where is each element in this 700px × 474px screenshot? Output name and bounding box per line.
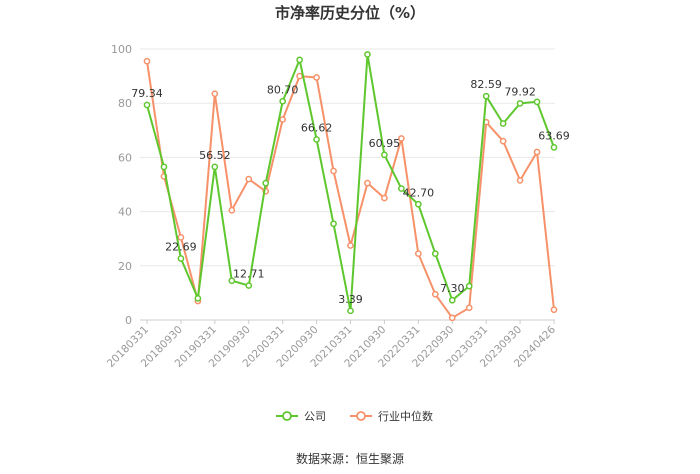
data-point <box>330 220 337 228</box>
data-point <box>499 137 507 145</box>
data-point <box>465 304 473 312</box>
data-point <box>414 200 422 208</box>
y-tick-label: 0 <box>125 314 132 327</box>
data-point <box>381 151 388 159</box>
data-point <box>177 233 185 241</box>
data-point <box>160 163 168 171</box>
data-labels: 79.34 22.69 56.52 12.71 80.70 66.62 3.39 60.95 4… <box>131 78 570 306</box>
data-point <box>381 194 388 202</box>
series-line <box>146 61 555 319</box>
y-axis: 0 20 40 60 80 100 <box>111 43 132 327</box>
data-point <box>398 135 405 142</box>
x-axis: 2018033120180930201903312019093020200331… <box>105 319 558 370</box>
data-label: 3.39 <box>338 293 363 306</box>
data-point <box>465 282 473 290</box>
data-point <box>550 144 558 151</box>
y-tick-label: 80 <box>118 97 132 110</box>
legend-label: 行业中位数 <box>378 409 433 423</box>
data-point <box>533 98 541 106</box>
data-point <box>313 74 320 81</box>
data-point <box>228 277 236 285</box>
data-point <box>347 307 354 315</box>
data-point <box>550 306 558 314</box>
data-label: 22.69 <box>165 241 197 254</box>
data-point <box>194 294 202 302</box>
data-label: 82.59 <box>470 78 502 91</box>
data-point <box>143 101 151 109</box>
legend-marker-icon <box>282 411 292 421</box>
data-point <box>296 72 303 80</box>
data-label: 60.95 <box>369 137 401 150</box>
data-point <box>228 206 236 214</box>
data-point <box>431 290 439 298</box>
data-point <box>482 92 490 100</box>
data-point <box>279 116 287 123</box>
legend[interactable]: 公司 行业中位数 <box>276 409 433 423</box>
data-label: 12.71 <box>233 268 265 281</box>
data-label: 7.30 <box>440 282 465 295</box>
data-point <box>364 51 371 58</box>
data-label: 80.70 <box>267 83 299 96</box>
data-point <box>296 56 303 64</box>
data-label: 63.69 <box>538 129 570 142</box>
data-label: 42.70 <box>403 186 435 199</box>
y-tick-label: 100 <box>111 43 132 56</box>
chart-title: 市净率历史分位（%） <box>274 4 426 22</box>
data-point <box>211 90 219 98</box>
legend-item-company[interactable]: 公司 <box>276 410 326 423</box>
legend-marker-icon <box>356 411 366 421</box>
data-label: 66.62 <box>301 121 333 134</box>
data-point <box>499 120 507 127</box>
data-point <box>516 100 524 107</box>
data-point <box>211 163 219 171</box>
data-point <box>398 185 405 192</box>
data-point <box>143 57 151 65</box>
data-point <box>448 296 456 304</box>
data-point <box>364 179 371 187</box>
data-point <box>177 255 185 262</box>
y-tick-label: 20 <box>118 260 132 273</box>
data-point <box>347 242 354 249</box>
data-point <box>448 314 456 322</box>
series <box>143 51 558 322</box>
data-point <box>245 282 253 289</box>
legend-item-industry-median[interactable]: 行业中位数 <box>350 409 433 423</box>
data-point <box>262 179 270 187</box>
data-label: 79.34 <box>131 87 163 100</box>
data-point <box>533 148 541 156</box>
legend-label: 公司 <box>304 410 326 423</box>
data-point <box>431 250 439 257</box>
data-source: 数据来源：恒生聚源 <box>295 452 404 466</box>
data-point <box>279 97 287 105</box>
data-label: 79.92 <box>504 85 536 98</box>
y-tick-label: 40 <box>118 206 132 219</box>
series-industry-median <box>143 57 558 322</box>
data-point <box>330 167 337 175</box>
data-point <box>313 136 320 143</box>
series-company <box>143 51 558 315</box>
data-point <box>414 250 422 257</box>
data-point <box>245 175 253 183</box>
data-point <box>516 177 524 184</box>
data-label: 56.52 <box>199 149 231 162</box>
y-tick-label: 60 <box>118 151 132 164</box>
